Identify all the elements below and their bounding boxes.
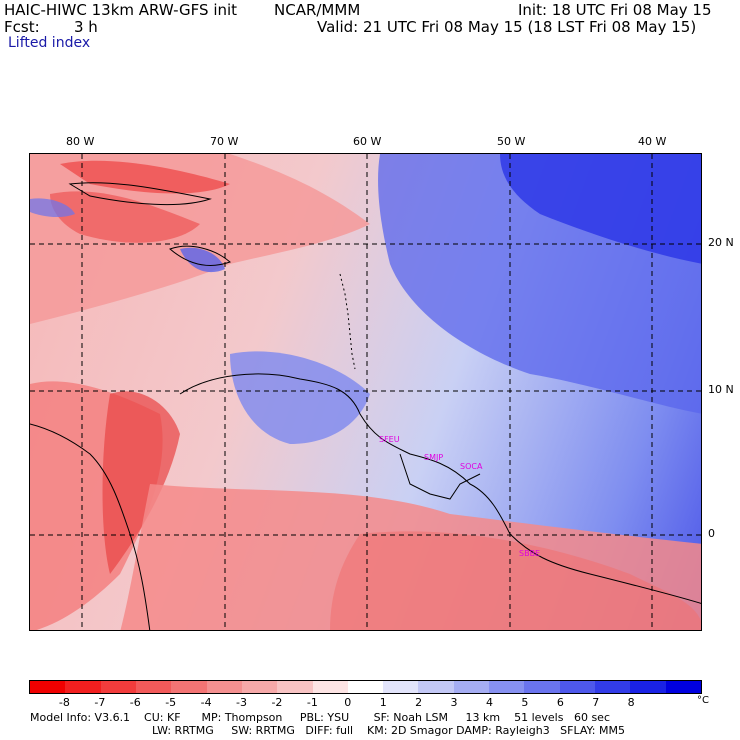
lesser-antilles-chain xyxy=(339,273,356,370)
colorbar-segment xyxy=(665,681,701,693)
lat-label-equator: 0 xyxy=(708,527,715,540)
colorbar-tick-label: 6 xyxy=(556,696,564,709)
station-smjp: SMJP xyxy=(424,453,443,462)
colorbar-segment xyxy=(277,681,313,693)
colorbar-tick-label: -4 xyxy=(200,696,212,709)
colorbar-tick-label: 4 xyxy=(485,696,493,709)
colorbar-segment xyxy=(630,681,666,693)
guiana-border xyxy=(399,453,481,500)
station-sbbe: SBBE xyxy=(519,549,540,558)
colorbar-segment xyxy=(171,681,207,693)
lat-label-10n: 10 N xyxy=(708,383,734,396)
red-zone-cuba xyxy=(60,160,230,194)
colorbar-segment xyxy=(453,681,490,693)
colorbar-tick-label: -7 xyxy=(94,696,106,709)
forecast-label: Fcst: xyxy=(4,18,40,36)
map-graphics: SFEU SMJP SOCA SBBE xyxy=(30,154,701,630)
field-name: Lifted index xyxy=(8,35,91,51)
forecast-hour: 3 h xyxy=(74,18,98,36)
colorbar-tick-label: 3 xyxy=(450,696,458,709)
colorbar-tick-label: 1 xyxy=(379,696,387,709)
colorbar-segment xyxy=(65,681,101,693)
lon-label-60w: 60 W xyxy=(353,135,382,148)
colorbar-unit: °C xyxy=(697,695,709,706)
colorbar-tick-label: -8 xyxy=(58,696,70,709)
colorbar-tick-label: -2 xyxy=(271,696,283,709)
model-title: HAIC-HIWC 13km ARW-GFS init xyxy=(4,1,238,19)
colorbar-segment xyxy=(347,681,384,693)
cuba-outline xyxy=(68,182,212,206)
colorbar-segment xyxy=(489,681,525,693)
lon-label-70w: 70 W xyxy=(210,135,239,148)
lat-label-20n: 20 N xyxy=(708,236,734,249)
station-sfeu: SFEU xyxy=(379,435,400,444)
lifted-index-map: SFEU SMJP SOCA SBBE xyxy=(29,153,702,631)
colorbar-tick-label: -1 xyxy=(306,696,318,709)
colorbar-segment xyxy=(312,681,348,693)
south-america-coastline xyxy=(179,373,701,604)
red-zone-brazil xyxy=(330,531,701,630)
colorbar-tick-label: 8 xyxy=(627,696,635,709)
colorbar-segment xyxy=(206,681,242,693)
colorbar-tick-label: -6 xyxy=(129,696,141,709)
colorbar-tick-label: 2 xyxy=(415,696,423,709)
colorbar-tick-label: -3 xyxy=(236,696,247,709)
lon-label-80w: 80 W xyxy=(66,135,95,148)
blue-zone-deep-atlantic xyxy=(500,154,701,264)
red-zone-andes xyxy=(102,391,180,574)
colorbar-segment xyxy=(100,681,136,693)
red-zone-greater-antilles xyxy=(50,191,200,243)
colorbar-segment xyxy=(241,681,278,693)
colorbar-segment xyxy=(30,681,66,693)
colorbar-tick-label: -5 xyxy=(165,696,177,709)
valid-time: Valid: 21 UTC Fri 08 May 15 (18 LST Fri … xyxy=(317,18,697,36)
colorbar-segment xyxy=(559,681,595,693)
init-time: Init: 18 UTC Fri 08 May 15 xyxy=(518,1,712,19)
hispaniola-outline xyxy=(169,245,231,267)
blue-zone-gulf-strip xyxy=(30,198,75,218)
agency-label: NCAR/MMM xyxy=(274,1,361,19)
colorbar-segment xyxy=(524,681,560,693)
blue-zone-hispaniola xyxy=(180,247,225,273)
lon-label-50w: 50 W xyxy=(497,135,526,148)
colorbar-tick-label: 0 xyxy=(344,696,352,709)
station-soca: SOCA xyxy=(460,462,483,471)
model-info-line1: Model Info: V3.6.1 CU: KF MP: Thompson P… xyxy=(30,711,610,724)
colorbar-tick-label: 5 xyxy=(521,696,529,709)
colorbar-tick-label: 7 xyxy=(592,696,600,709)
colorbar-segment xyxy=(383,681,419,693)
colorbar-segment xyxy=(418,681,454,693)
model-info-line2: LW: RRTMG SW: RRTMG DIFF: full KM: 2D Sm… xyxy=(152,724,625,737)
lifted-index-colorbar xyxy=(29,680,702,694)
lon-label-40w: 40 W xyxy=(638,135,667,148)
colorbar-segment xyxy=(135,681,172,693)
central-america-coastline xyxy=(30,423,151,630)
colorbar-segment xyxy=(595,681,631,693)
